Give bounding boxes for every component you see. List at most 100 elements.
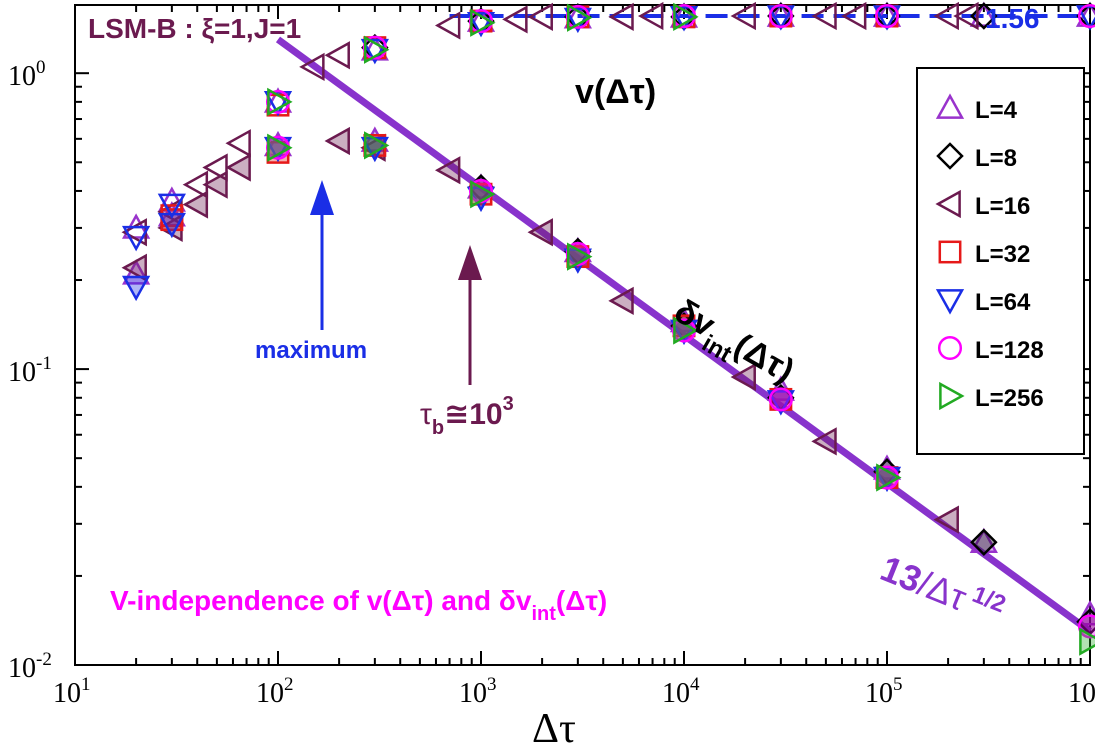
legend-marker (935, 289, 965, 315)
v-label: v(Δτ) (575, 73, 656, 111)
legend-item: L=8 (936, 142, 1017, 172)
legend-item: L=4 (935, 93, 1018, 124)
v-point (953, 1, 979, 31)
v-point (673, 2, 699, 31)
v-independence-sub: int (531, 603, 556, 625)
dv-point (225, 153, 251, 182)
v-point (637, 1, 664, 31)
dv-point (324, 126, 350, 156)
x-tick-label: 101 (53, 674, 91, 709)
tau-b-arrow-head (458, 245, 482, 280)
dv-point (730, 362, 756, 392)
legend-item: L=16 (935, 189, 1030, 220)
x-axis-label: Δτ (532, 706, 576, 747)
dv-point (527, 218, 553, 247)
legend-marker (939, 381, 965, 411)
v-point (730, 1, 756, 31)
series-l-64 (121, 5, 1095, 493)
v-independence-b: (Δτ) (556, 585, 607, 616)
dv-point (182, 190, 209, 219)
tau-b-exp: 3 (503, 393, 514, 415)
dv-point (766, 390, 795, 416)
v-independence-label: V-independence of v(Δτ) and δvint(Δτ) (110, 585, 607, 625)
y-tick-label-base: 10 (8, 357, 36, 388)
legend-marker (935, 93, 965, 119)
v-point (267, 87, 293, 116)
y-tick-label: 10-2 (8, 649, 52, 684)
x-tick-label-base: 10 (256, 678, 284, 709)
v-point (840, 1, 867, 31)
x-tick-label-base: 10 (459, 678, 487, 709)
maximum-label: maximum (255, 337, 367, 364)
legend-item: L=32 (938, 240, 1030, 268)
dv-point (567, 242, 593, 271)
v-independence-a: V-independence of v(Δτ) and δv (110, 585, 532, 616)
svg-text:δvint(Δτ): δvint(Δτ) (663, 292, 801, 399)
x-tick-label-base: 10 (1068, 678, 1095, 709)
series-l-32 (160, 4, 899, 490)
data-markers (121, 1, 1095, 656)
tau-b-sub: b (432, 417, 444, 439)
v-point (470, 8, 496, 37)
v-point (811, 1, 837, 31)
dv-point (434, 156, 461, 185)
v-point (527, 2, 553, 31)
x-tick-label-exp: 4 (690, 674, 700, 695)
legend-label: L=4 (975, 97, 1018, 124)
legend-item: L=256 (939, 381, 1044, 412)
legend-label: L=32 (975, 241, 1030, 268)
legend-marker (938, 240, 962, 264)
v-point (324, 41, 350, 70)
y-tick-label-base: 10 (8, 61, 36, 92)
dv-point (267, 133, 293, 162)
v-point (466, 11, 496, 38)
legend-marker (935, 189, 961, 219)
y-tick-label-base: 10 (8, 653, 36, 684)
legend-label: L=64 (975, 289, 1031, 316)
maximum-arrow-head (310, 180, 334, 215)
v-point (970, 2, 998, 30)
legend-item: L=64 (935, 289, 1031, 316)
x-tick-label-exp: 2 (284, 674, 294, 695)
v-point (669, 6, 699, 32)
v-point (768, 3, 793, 29)
x-tick-label: 102 (256, 674, 294, 709)
x-tick-label-base: 10 (865, 678, 893, 709)
tau-b-label: τb≅103 (420, 393, 514, 439)
dv-point (933, 505, 959, 534)
dv-point (673, 316, 699, 345)
x-tick-label-base: 10 (662, 678, 690, 709)
legend: L=4 L=8 L=16 L=32 L=64 L=128 L=256 (916, 67, 1085, 455)
tau-b-base: τ (420, 398, 432, 431)
v-point (608, 2, 634, 31)
dv-point (1079, 627, 1095, 656)
dv-point (121, 275, 151, 302)
legend-label: L=256 (975, 385, 1044, 412)
dv-point (608, 286, 634, 316)
chart-title: LSM-B : ξ=1,J=1 (88, 13, 301, 44)
dv-point (768, 387, 793, 412)
x-tick-label-exp: 5 (893, 674, 903, 695)
dv-point (470, 180, 496, 209)
plot-frame (74, 4, 1091, 666)
y-tick-label: 100 (8, 57, 46, 92)
v-point (434, 11, 461, 40)
legend-label: L=8 (975, 145, 1017, 172)
v-point (299, 52, 325, 82)
v-point (567, 3, 593, 32)
x-tick-label-base: 10 (53, 678, 81, 709)
legend-marker (937, 335, 963, 361)
dv-point (876, 463, 902, 492)
legend-item: L=128 (937, 335, 1044, 364)
y-tick-label-exp: 0 (36, 57, 46, 78)
x-tick-label: 104 (662, 674, 700, 709)
v-point (364, 35, 390, 64)
plateau-label: 1.56 (985, 3, 1040, 34)
dv-point (121, 253, 147, 282)
dv-point (970, 528, 998, 556)
legend-label: L=16 (975, 193, 1030, 220)
y-tick-label-exp: -2 (36, 649, 52, 670)
v-point (121, 225, 151, 252)
axis-tick-labels: 10110210310410510610010-110-2 (8, 57, 1095, 709)
